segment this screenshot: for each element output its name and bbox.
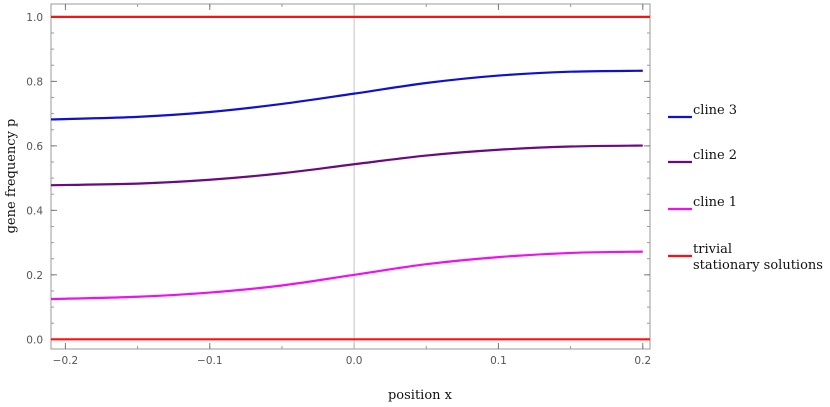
x-tick-label: 0.1: [490, 355, 507, 367]
legend-label: trivial: [693, 242, 732, 257]
series-line-cline-1: [50, 250, 643, 301]
series-line-cline-2: [50, 144, 643, 187]
y-axis-label: gene frequency p: [4, 119, 19, 234]
legend-label: stationary solutions: [693, 258, 823, 273]
x-tick-label: 0.2: [634, 355, 651, 367]
y-tick-label: 0.0: [26, 334, 43, 346]
x-tick-label: −0.1: [197, 355, 223, 367]
y-tick-label: 0.4: [26, 205, 43, 217]
series-line-cline-3: [50, 69, 643, 121]
legend-label: cline 1: [693, 195, 737, 210]
y-tick-label: 0.8: [26, 76, 43, 88]
y-tick-label: 1.0: [26, 12, 43, 24]
x-tick-label: −0.2: [53, 355, 79, 367]
plot-frame: [50, 3, 651, 350]
x-axis-label: position x: [388, 388, 453, 403]
series-group: [50, 15, 650, 341]
y-tick-label: 0.6: [26, 141, 43, 153]
legend-label: cline 2: [693, 148, 737, 163]
y-tick-label: 0.2: [26, 270, 43, 282]
legend-label: cline 3: [693, 103, 737, 118]
x-tick-label: 0.0: [346, 355, 363, 367]
